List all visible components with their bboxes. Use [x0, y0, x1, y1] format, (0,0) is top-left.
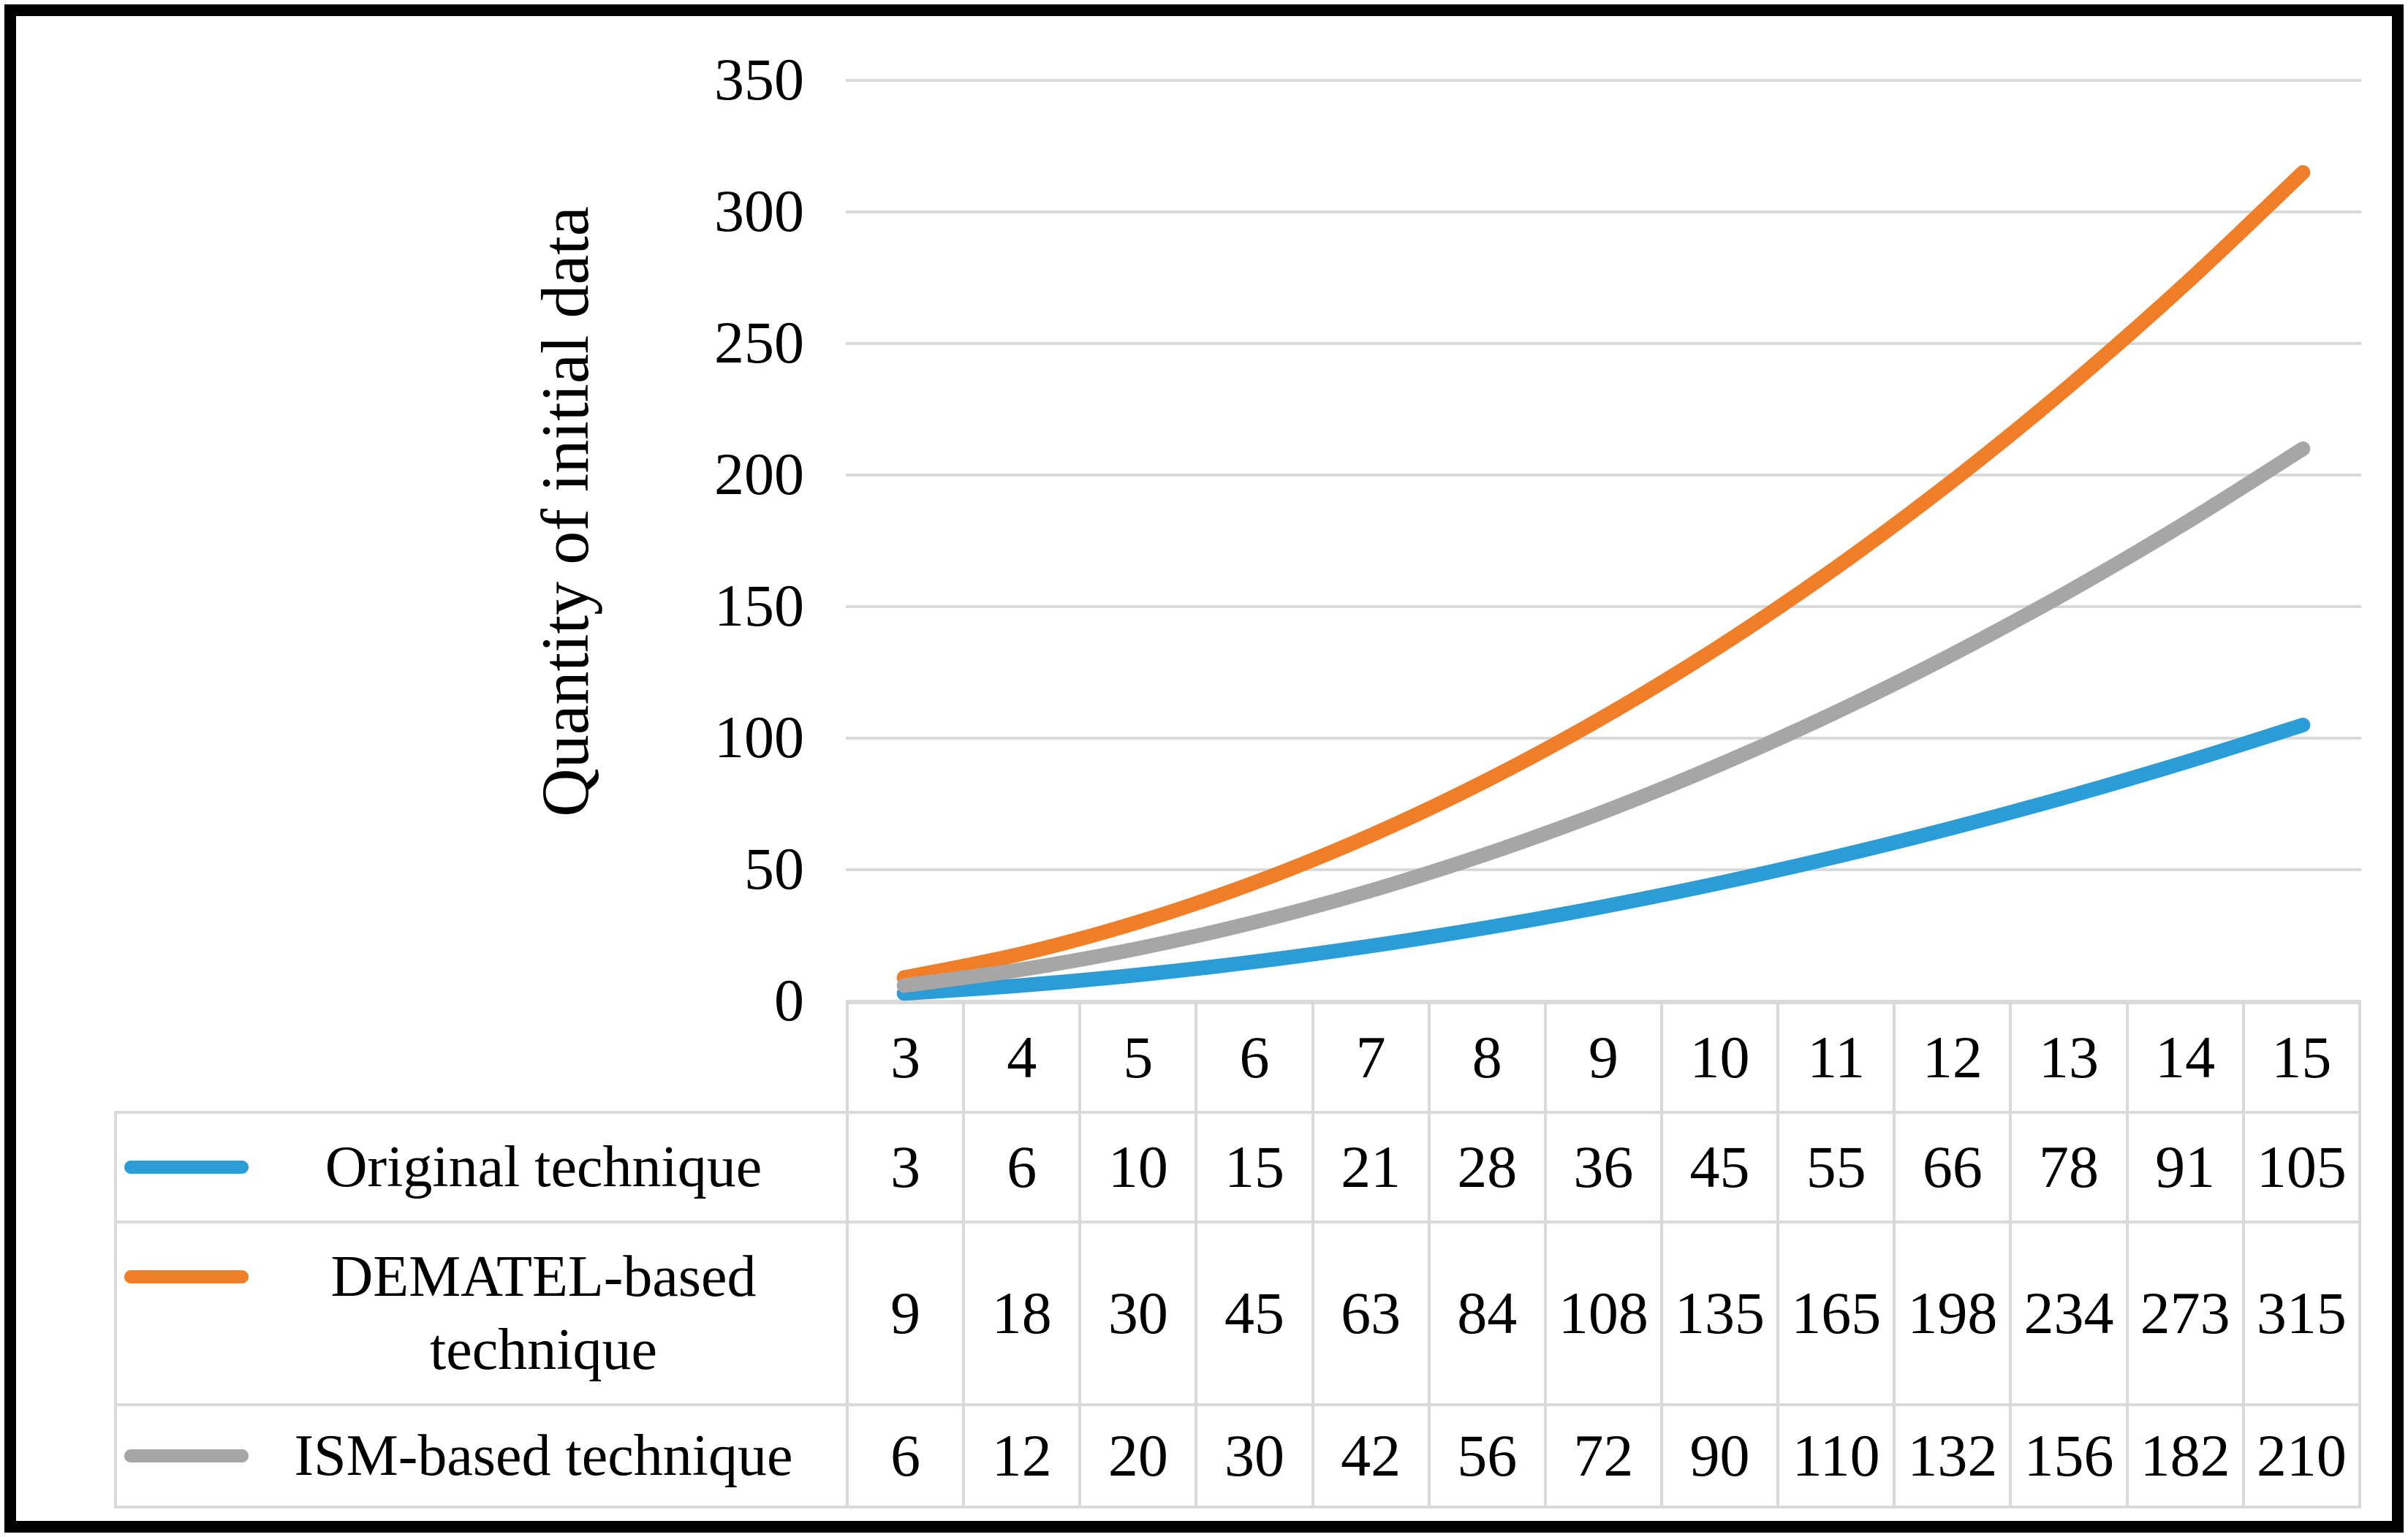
table-row: ISM-based technique 6 12 20 30 42 56 72 90 110 132…	[114, 1403, 2362, 1508]
category-header-cell: 4	[962, 1001, 1082, 1114]
y-tick-label: 200	[714, 441, 804, 507]
value-cell: 63	[1311, 1221, 1431, 1406]
series-line-ismbased	[896, 441, 2311, 993]
value-cell: 30	[1078, 1221, 1198, 1406]
category-header-cell: 11	[1776, 1001, 1896, 1114]
legend-key-dematelbased	[124, 1270, 249, 1283]
value-cell: 273	[2125, 1221, 2245, 1406]
value-cell: 78	[2009, 1111, 2129, 1223]
value-cell: 72	[1543, 1403, 1663, 1508]
value-cell: 21	[1311, 1111, 1431, 1223]
value-cell: 6	[962, 1111, 1082, 1223]
series-label-cell: DEMATEL-based technique	[114, 1221, 849, 1406]
y-tick-label: 100	[714, 704, 804, 770]
value-cell: 198	[1893, 1221, 2013, 1406]
value-cell: 90	[1659, 1403, 1780, 1508]
value-cell: 9	[845, 1221, 966, 1406]
value-cell: 156	[2009, 1403, 2129, 1508]
category-header-cell: 7	[1311, 1001, 1431, 1114]
y-tick-label: 300	[714, 178, 804, 244]
value-cell: 55	[1776, 1111, 1896, 1223]
y-axis-tick-labels: 350 300 250 200 150 100 50 0	[585, 46, 804, 1044]
category-header-cell: 6	[1194, 1001, 1314, 1114]
value-cell: 45	[1659, 1111, 1780, 1223]
value-cell: 91	[2125, 1111, 2245, 1223]
category-header-cell: 9	[1543, 1001, 1663, 1114]
value-cell: 234	[2009, 1221, 2129, 1406]
table-row: DEMATEL-based technique 9 18 30 45 63 84 108 135…	[114, 1221, 2362, 1406]
table-corner-spacer	[116, 1003, 847, 1112]
y-tick-label: 0	[774, 967, 804, 1033]
category-header-cell: 5	[1078, 1001, 1198, 1114]
value-cell: 36	[1543, 1111, 1663, 1223]
series-label-cell: ISM-based technique	[114, 1403, 849, 1508]
category-header-cell: 10	[1659, 1001, 1780, 1114]
value-cell: 110	[1776, 1403, 1896, 1508]
value-cell: 315	[2241, 1221, 2362, 1406]
y-tick-label: 250	[714, 309, 804, 376]
value-cell: 15	[1194, 1111, 1314, 1223]
value-cell: 3	[845, 1111, 966, 1223]
value-cell: 66	[1893, 1111, 2013, 1223]
series-label: DEMATEL-based technique	[124, 1240, 838, 1386]
series-name: ISM-based technique	[294, 1424, 793, 1488]
series-name: Original technique	[325, 1135, 762, 1199]
value-cell: 105	[2241, 1111, 2362, 1223]
value-cell: 132	[1893, 1403, 2013, 1508]
value-cell: 28	[1427, 1111, 1547, 1223]
series-line-dematelbased	[896, 165, 2311, 985]
category-header-cell: 12	[1893, 1001, 2013, 1114]
value-cell: 18	[962, 1221, 1082, 1406]
value-cell: 135	[1659, 1221, 1780, 1406]
value-cell: 20	[1078, 1403, 1198, 1508]
value-cell: 84	[1427, 1221, 1547, 1406]
value-cell: 10	[1078, 1111, 1198, 1223]
value-cell: 182	[2125, 1403, 2245, 1508]
category-header-cell: 3	[845, 1001, 966, 1114]
category-header-cell: 14	[2125, 1001, 2245, 1114]
y-tick-label: 350	[714, 46, 804, 113]
value-cell: 108	[1543, 1221, 1663, 1406]
category-header-cell: 13	[2009, 1001, 2129, 1114]
table-row: Original technique 3 6 10 15 21 28 36 45 55 66 78 91…	[114, 1111, 2362, 1223]
y-tick-label: 150	[714, 572, 804, 639]
data-table: 3 4 5 6 7 8 9 10 11 12 13 14 15 Original technique 3 6 1…	[114, 1001, 2362, 1508]
category-header-cell: 15	[2241, 1001, 2362, 1114]
plot-area	[846, 79, 2361, 1003]
legend-key-original	[124, 1161, 249, 1174]
value-cell: 165	[1776, 1221, 1896, 1406]
value-cell: 45	[1194, 1221, 1314, 1406]
series-label-cell: Original technique	[114, 1111, 849, 1223]
value-cell: 12	[962, 1403, 1082, 1508]
series-label: Original technique	[124, 1131, 838, 1204]
value-cell: 6	[845, 1403, 966, 1508]
value-cell: 42	[1311, 1403, 1431, 1508]
category-header-cell: 8	[1427, 1001, 1547, 1114]
legend-key-ismbased	[124, 1449, 249, 1462]
series-line-original	[896, 718, 2311, 1001]
figure-frame: Quantity of initial data 350 300 250 200 150…	[4, 4, 2404, 1533]
value-cell: 210	[2241, 1403, 2362, 1508]
y-tick-label: 50	[744, 835, 804, 902]
value-cell: 56	[1427, 1403, 1547, 1508]
value-cell: 30	[1194, 1403, 1314, 1508]
series-label: ISM-based technique	[124, 1419, 838, 1492]
series-name: DEMATEL-based technique	[330, 1245, 757, 1382]
